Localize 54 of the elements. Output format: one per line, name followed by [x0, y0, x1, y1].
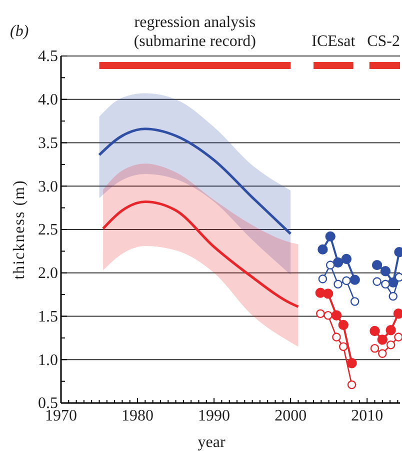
point — [372, 277, 382, 286]
y-tick-label: 3.5 — [38, 134, 58, 152]
point — [331, 310, 342, 320]
point — [370, 326, 380, 336]
x-tick-label: 1970 — [45, 407, 77, 424]
point — [394, 332, 402, 342]
point — [380, 266, 391, 276]
point — [381, 280, 390, 289]
y-tick-label: 1.5 — [38, 308, 58, 326]
point — [326, 260, 335, 270]
point — [325, 231, 336, 242]
point — [377, 334, 388, 345]
y-tick-label: 2.0 — [38, 264, 58, 282]
point — [338, 342, 348, 352]
point — [324, 310, 332, 320]
point — [341, 254, 352, 264]
x-axis-title: year — [198, 434, 226, 451]
point — [318, 274, 328, 284]
point — [350, 274, 360, 285]
point — [372, 260, 382, 270]
point — [332, 332, 341, 342]
point — [318, 244, 328, 255]
point — [334, 280, 342, 289]
x-tick-label: 2010 — [351, 407, 384, 424]
y-axis-title: thickness (m) — [11, 180, 28, 280]
x-tick-label: 1990 — [198, 407, 230, 424]
point — [316, 309, 325, 318]
point — [388, 292, 398, 301]
point — [350, 297, 360, 306]
point — [342, 276, 351, 286]
y-tick-label: 3.0 — [38, 178, 58, 196]
series-label: CS-2 — [367, 33, 400, 50]
line-series — [98, 128, 292, 236]
point — [332, 257, 344, 268]
y-tick-label: 4.0 — [38, 91, 58, 108]
x-tick-label: 2000 — [274, 407, 307, 424]
point — [393, 308, 402, 319]
point — [347, 380, 356, 390]
text: (b) — [10, 23, 29, 40]
point — [338, 320, 348, 330]
point — [370, 344, 380, 353]
y-tick-label: 4.5 — [38, 48, 58, 66]
y-tick-label: 2.5 — [38, 222, 58, 239]
point — [346, 358, 357, 368]
point — [394, 272, 402, 282]
point — [386, 340, 396, 350]
series-label: ICEsat — [312, 33, 356, 50]
x-tick-label: 1980 — [122, 407, 154, 424]
line-series — [102, 200, 300, 308]
point — [378, 349, 387, 358]
point — [322, 288, 334, 299]
series-label: regression analysis (submarine record) — [134, 14, 256, 50]
point — [386, 325, 396, 336]
y-tick-label: 1.0 — [38, 352, 58, 369]
